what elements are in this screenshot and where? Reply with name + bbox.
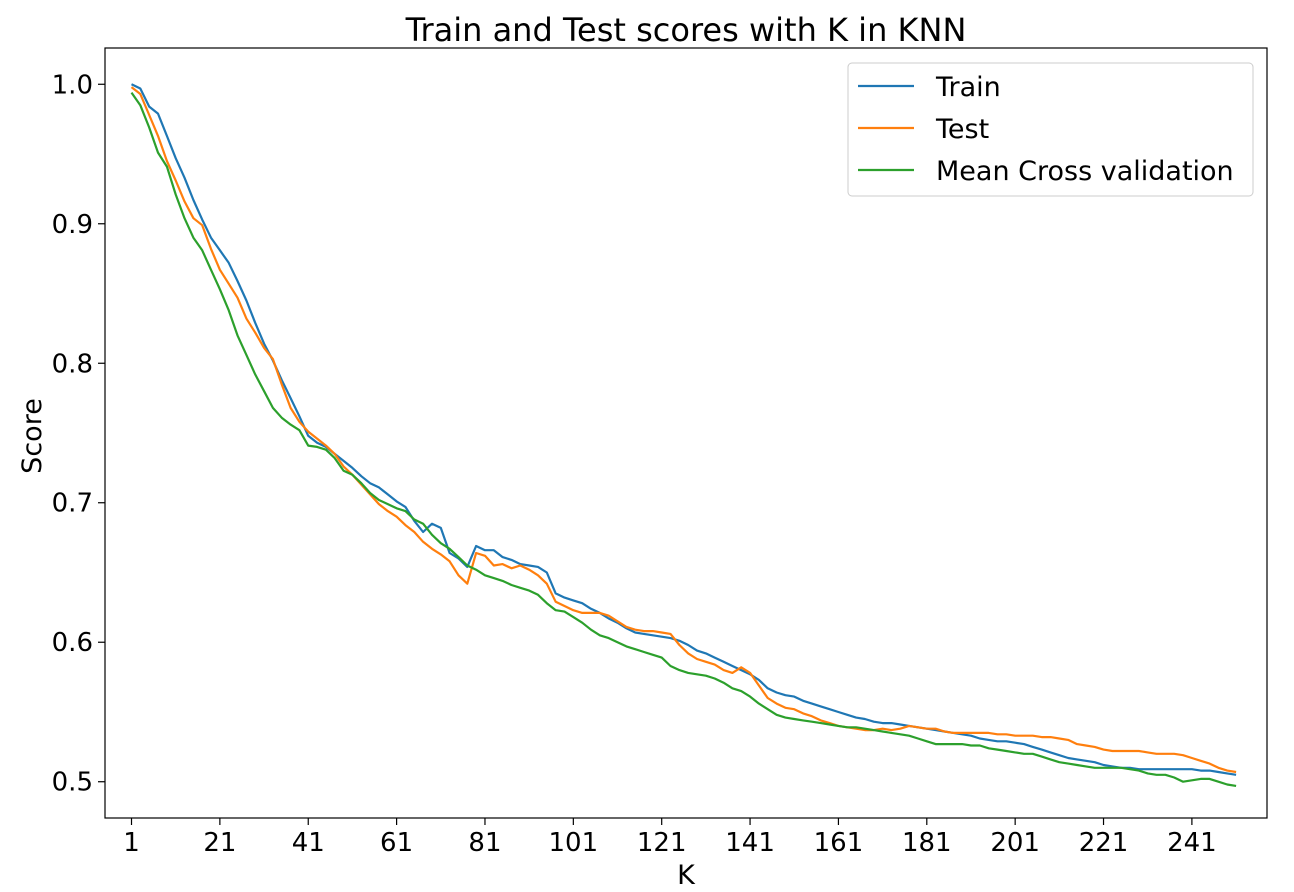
x-tick-label: 41 bbox=[292, 828, 325, 858]
legend-label-mean-cross-validation: Mean Cross validation bbox=[936, 156, 1234, 187]
y-axis: 0.5 0.6 0.7 0.8 0.9 1.0 bbox=[52, 70, 105, 798]
x-tick-label: 241 bbox=[1167, 828, 1217, 858]
y-tick-label: 0.7 bbox=[52, 489, 93, 519]
legend-label-train: Train bbox=[935, 72, 1001, 103]
legend-frame bbox=[847, 62, 1254, 197]
series-line-test bbox=[130, 86, 1237, 774]
series-layer bbox=[130, 83, 1237, 787]
y-tick-label: 1.0 bbox=[52, 70, 93, 100]
x-tick-label: 21 bbox=[203, 828, 236, 858]
x-tick-label: 61 bbox=[380, 828, 413, 858]
x-tick-label: 121 bbox=[637, 828, 687, 858]
y-tick-label: 0.8 bbox=[52, 349, 93, 379]
x-axis-title: K bbox=[677, 860, 696, 891]
x-tick-label: 221 bbox=[1079, 828, 1129, 858]
series-line-mean-cross-validation bbox=[130, 91, 1237, 787]
y-tick-label: 0.9 bbox=[52, 210, 93, 240]
legend-label-test: Test bbox=[935, 114, 989, 145]
x-tick-label: 161 bbox=[814, 828, 864, 858]
x-tick-label: 201 bbox=[990, 828, 1040, 858]
y-tick-label: 0.6 bbox=[52, 628, 93, 658]
x-axis: 1 21 41 61 81 101 121 141 161 181 201 221 241 bbox=[123, 818, 1217, 858]
x-tick-label: 101 bbox=[549, 828, 599, 858]
y-tick-label: 0.5 bbox=[52, 768, 93, 798]
y-axis-title: Score bbox=[17, 398, 48, 474]
x-tick-label: 1 bbox=[123, 828, 140, 858]
x-tick-label: 181 bbox=[902, 828, 952, 858]
chart-title: Train and Test scores with K in KNN bbox=[405, 11, 967, 49]
series-line-train bbox=[131, 83, 1237, 776]
x-tick-label: 141 bbox=[725, 828, 775, 858]
plot-area-frame bbox=[104, 47, 1268, 819]
x-tick-label: 81 bbox=[468, 828, 501, 858]
legend: Train Test Mean Cross validation bbox=[847, 62, 1254, 197]
